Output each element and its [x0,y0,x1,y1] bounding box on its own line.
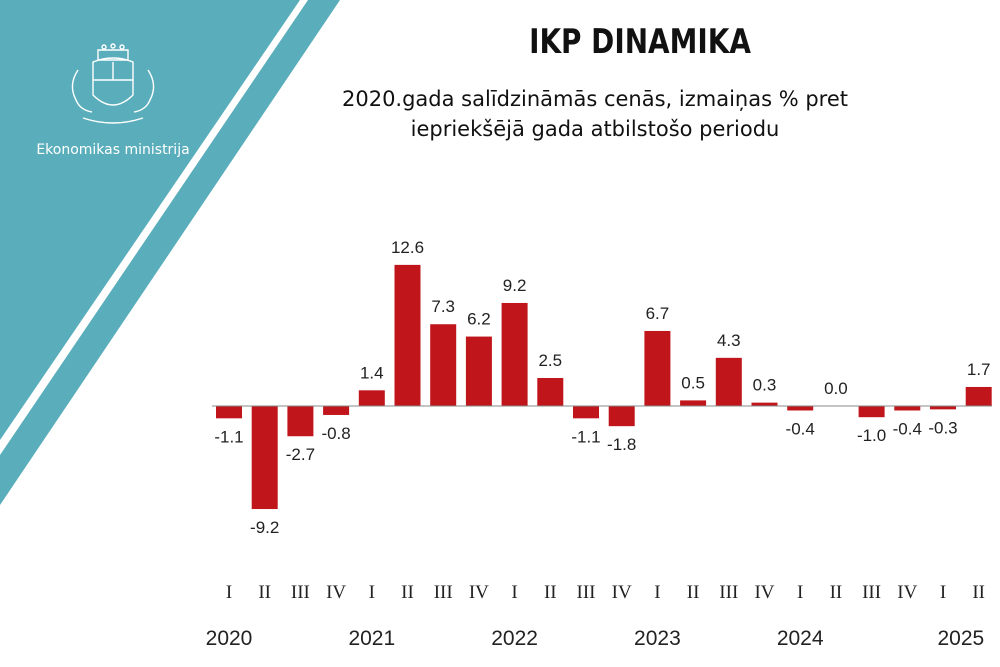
tick-label: II [401,582,414,603]
data-label: -0.3 [928,418,957,437]
bar [430,324,457,406]
tick-label: III [291,582,310,603]
data-label: 2.5 [538,351,562,370]
tick-label: III [434,582,453,603]
bar [644,330,671,406]
bar [751,402,778,406]
chart-subtitle: 2020.gada salīdzināmās cenās, izmaiņas %… [290,84,900,144]
tick-label: I [226,582,232,603]
tick-label: II [687,582,700,603]
bar [394,264,421,406]
tick-label: IV [469,582,489,603]
data-label: 0.0 [824,379,848,398]
year-label: 2020 [206,627,253,650]
latvia-coat-of-arms-icon [71,43,155,124]
tick-label: III [862,582,881,603]
data-label: -9.2 [250,518,279,537]
tick-label: I [654,582,660,603]
bar [287,406,314,437]
tick-label: IV [326,582,346,603]
tick-label: IV [897,582,917,603]
data-label: 0.3 [753,376,777,395]
data-label: -1.8 [607,435,636,454]
bar [251,406,278,510]
accent-stripe [0,0,340,505]
year-label: 2025 [937,627,984,650]
data-label: 0.5 [681,373,705,392]
bar [715,357,742,406]
bar [465,336,492,406]
data-label: 4.3 [717,331,741,350]
data-label: -1.0 [857,426,886,445]
bar [537,378,564,406]
bar [501,302,528,406]
data-label: -0.4 [786,419,815,438]
data-label: 12.6 [391,238,424,257]
data-label: 1.7 [967,360,991,379]
bar [858,406,885,418]
tick-label: I [797,582,803,603]
tick-label: IV [754,582,774,603]
data-label: -0.4 [893,419,922,438]
bar [894,406,921,411]
data-label: 6.7 [646,304,670,323]
year-label: 2023 [634,627,681,650]
bar [680,400,707,406]
brand-name: Ekonomikas ministrija [36,142,190,158]
bar [573,406,599,419]
data-label: 9.2 [503,276,527,295]
year-label: 2021 [348,627,395,650]
bar [965,386,992,406]
tick-label: I [511,582,517,603]
tick-label: II [544,582,557,603]
year-label: 2024 [777,627,824,650]
bar [216,406,242,419]
tick-label: III [719,582,738,603]
subtitle-line-1: 2020.gada salīdzināmās cenās, izmaiņas %… [341,87,848,111]
accent-panel [0,0,300,440]
bar [323,406,350,415]
data-label: -0.8 [321,424,350,443]
data-label: 6.2 [467,310,491,329]
tick-label: II [972,582,985,603]
bar [358,390,385,406]
data-label: 7.3 [431,297,455,316]
bar [608,406,635,427]
tick-label: I [369,582,375,603]
data-label: -2.7 [286,445,315,464]
data-label: -1.1 [571,427,600,446]
tick-label: II [830,582,843,603]
tick-label: III [577,582,596,603]
year-label: 2022 [491,627,538,650]
tick-label: I [940,582,946,603]
subtitle-line-2: iepriekšējā gada atbilstošo periodu [410,117,780,141]
tick-label: II [258,582,271,603]
bar [787,406,814,411]
bar [930,406,956,410]
page-title: IKP DINAMIKA [529,22,751,62]
data-label: 1.4 [360,363,384,382]
brand: Ekonomikas ministrija [28,40,198,158]
tick-label: IV [612,582,632,603]
data-label: -1.1 [214,427,243,446]
